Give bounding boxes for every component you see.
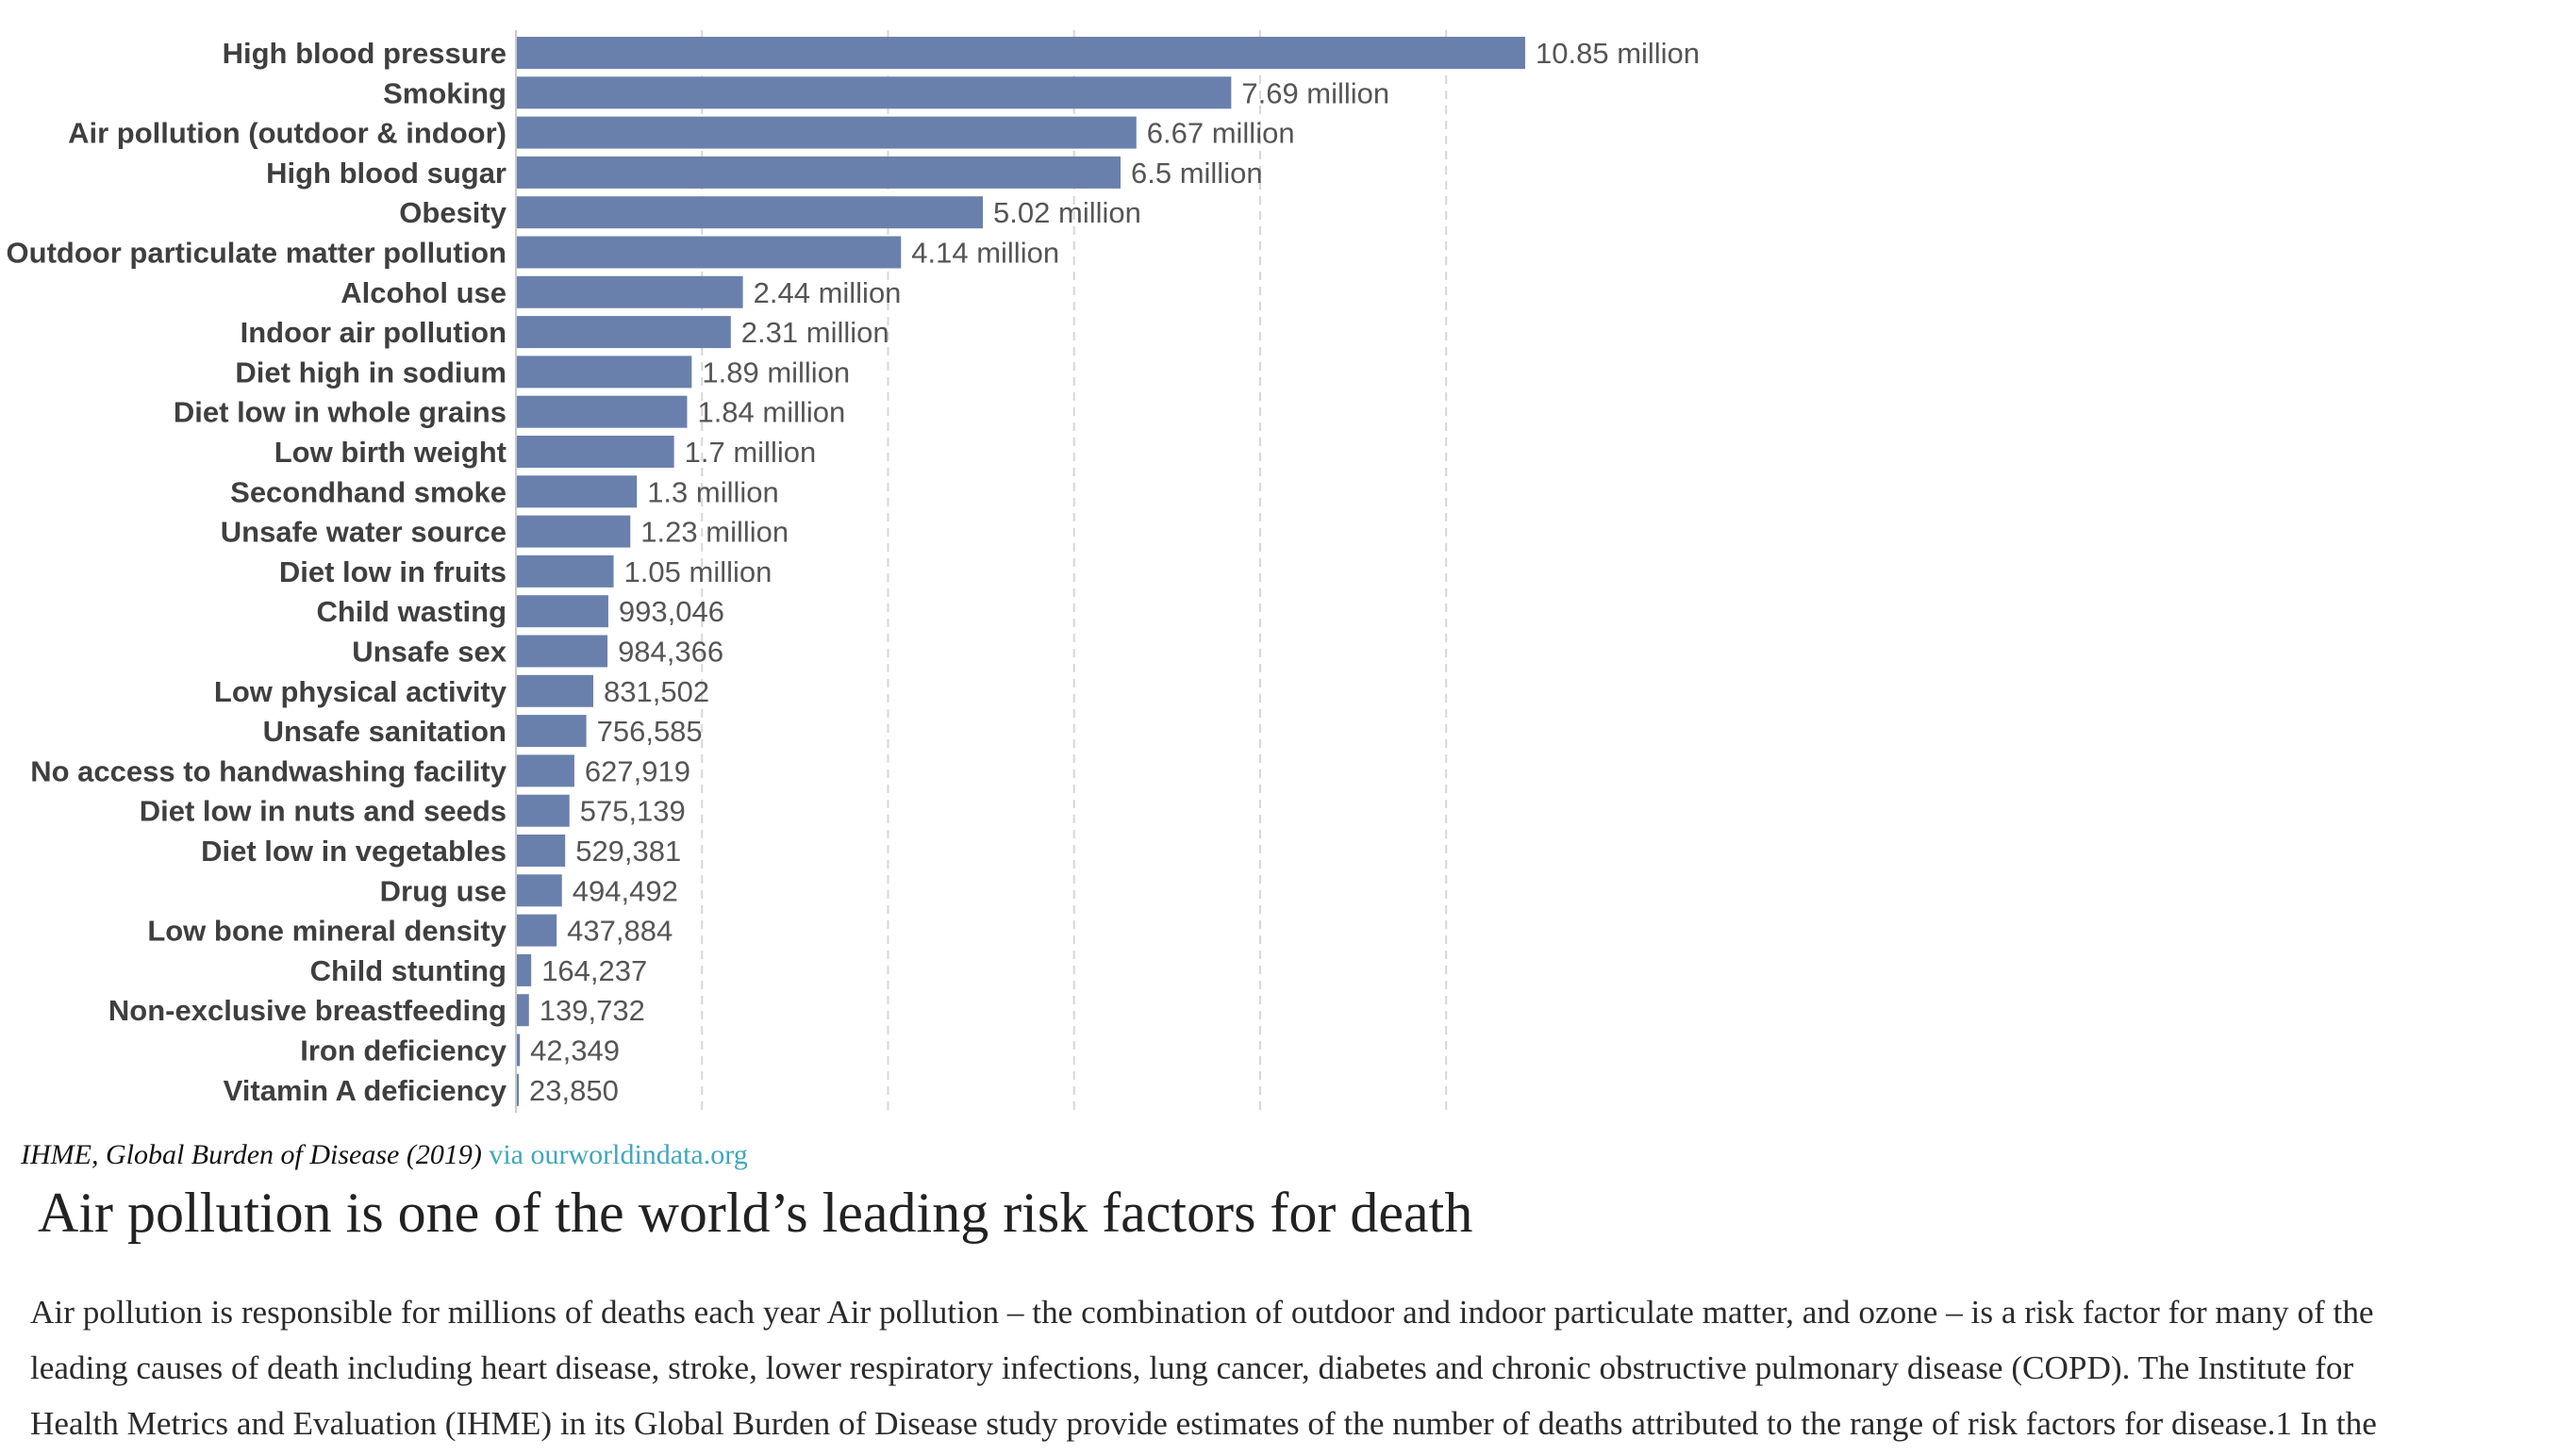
value-label: 437,884 bbox=[567, 915, 673, 948]
bar bbox=[516, 436, 674, 468]
bar bbox=[516, 116, 1137, 149]
gridlines bbox=[701, 30, 1448, 1113]
category-label: Drug use bbox=[380, 874, 507, 907]
bar bbox=[516, 395, 688, 428]
value-label: 1.84 million bbox=[697, 396, 845, 429]
value-label: 5.02 million bbox=[993, 196, 1141, 229]
category-label: Diet low in vegetables bbox=[201, 835, 507, 868]
article-headline: Air pollution is one of the world’s lead… bbox=[38, 1182, 1473, 1244]
category-label: Alcohol use bbox=[341, 276, 507, 309]
category-label: High blood sugar bbox=[266, 157, 507, 190]
category-label: Indoor air pollution bbox=[241, 316, 507, 349]
bar bbox=[516, 76, 1232, 109]
category-label: Air pollution (outdoor & indoor) bbox=[68, 117, 507, 150]
value-label: 984,366 bbox=[618, 636, 723, 669]
category-label: Outdoor particulate matter pollution bbox=[7, 237, 507, 270]
category-label: No access to handwashing facility bbox=[30, 754, 507, 787]
article-body-line: Health Metrics and Evaluation (IHME) in … bbox=[30, 1405, 2377, 1442]
category-label: Child wasting bbox=[317, 595, 507, 628]
category-label: Diet high in sodium bbox=[235, 356, 507, 389]
article-body-line: Air pollution is responsible for million… bbox=[30, 1294, 2374, 1331]
value-label: 42,349 bbox=[530, 1034, 620, 1067]
value-label: 23,850 bbox=[529, 1074, 619, 1107]
category-label: High blood pressure bbox=[223, 37, 507, 70]
category-label: Vitamin A deficiency bbox=[224, 1074, 507, 1107]
bar bbox=[516, 554, 614, 587]
value-label: 139,732 bbox=[540, 994, 645, 1027]
bar bbox=[516, 914, 557, 947]
category-label: Smoking bbox=[383, 76, 507, 109]
bar bbox=[516, 196, 984, 229]
bar bbox=[516, 874, 562, 907]
article-body-line: leading causes of death including heart … bbox=[30, 1349, 2354, 1386]
value-label: 10.85 million bbox=[1536, 37, 1700, 70]
value-label: 575,139 bbox=[580, 795, 686, 828]
bar bbox=[516, 1034, 521, 1067]
bars bbox=[516, 37, 1525, 1106]
bar bbox=[516, 156, 1121, 189]
bar bbox=[516, 356, 692, 389]
value-label: 993,046 bbox=[619, 595, 724, 628]
value-label: 1.05 million bbox=[624, 555, 772, 588]
category-label: Unsafe water source bbox=[221, 516, 507, 549]
bar bbox=[516, 515, 631, 548]
bar bbox=[516, 275, 743, 308]
value-label: 4.14 million bbox=[911, 237, 1059, 270]
value-label: 164,237 bbox=[541, 954, 647, 987]
article-body: Air pollution is responsible for million… bbox=[30, 1284, 2567, 1451]
category-label: Non-exclusive breastfeeding bbox=[108, 994, 507, 1027]
value-label: 6.5 million bbox=[1131, 157, 1263, 190]
bar bbox=[516, 595, 608, 628]
category-label: Secondhand smoke bbox=[230, 475, 507, 508]
value-label: 627,919 bbox=[585, 754, 690, 787]
category-label: Unsafe sanitation bbox=[263, 715, 507, 748]
value-label: 494,492 bbox=[573, 874, 678, 907]
category-label: Low physical activity bbox=[214, 675, 507, 708]
value-label: 756,585 bbox=[597, 715, 703, 748]
bar bbox=[516, 835, 566, 867]
value-label: 1.23 million bbox=[640, 516, 789, 549]
value-label: 529,381 bbox=[575, 835, 681, 868]
bar bbox=[516, 794, 570, 827]
bar bbox=[516, 994, 529, 1027]
bar bbox=[516, 674, 594, 707]
bar bbox=[516, 715, 587, 748]
value-label: 7.69 million bbox=[1241, 76, 1389, 109]
value-label: 1.89 million bbox=[702, 356, 850, 389]
bar bbox=[516, 635, 608, 668]
value-label: 6.67 million bbox=[1147, 117, 1295, 150]
bar bbox=[516, 754, 574, 787]
value-labels: 10.85 million 7.69 million 6.67 million 6.5… bbox=[529, 37, 1700, 1107]
category-label: Iron deficiency bbox=[300, 1034, 507, 1067]
category-label: Diet low in nuts and seeds bbox=[140, 795, 507, 828]
category-label: Diet low in whole grains bbox=[174, 396, 507, 429]
category-label: Low birth weight bbox=[274, 436, 507, 469]
category-label: Obesity bbox=[399, 196, 507, 229]
value-label: 1.3 million bbox=[647, 475, 779, 508]
category-label: Child stunting bbox=[310, 954, 507, 987]
bar bbox=[516, 236, 902, 269]
chart-source-line: IHME, Global Burden of Disease (2019) vi… bbox=[21, 1139, 748, 1171]
value-label: 2.31 million bbox=[741, 316, 889, 349]
value-label: 1.7 million bbox=[685, 436, 817, 469]
bar bbox=[516, 953, 532, 986]
bar bbox=[516, 1073, 519, 1106]
source-link[interactable]: via ourworldindata.org bbox=[489, 1139, 748, 1170]
risk-factors-bar-chart: High blood pressure Smoking Air pollution … bbox=[7, 30, 1700, 1113]
bar bbox=[516, 316, 731, 349]
bar bbox=[516, 475, 638, 508]
category-label: Diet low in fruits bbox=[279, 555, 507, 588]
category-labels: High blood pressure Smoking Air pollution … bbox=[7, 37, 507, 1107]
category-label: Low bone mineral density bbox=[147, 915, 507, 948]
bar bbox=[516, 37, 1525, 69]
value-label: 831,502 bbox=[604, 675, 709, 708]
source-name: IHME, Global Burden of Disease (2019) bbox=[21, 1139, 482, 1170]
category-label: Unsafe sex bbox=[352, 636, 507, 669]
value-label: 2.44 million bbox=[754, 276, 902, 309]
